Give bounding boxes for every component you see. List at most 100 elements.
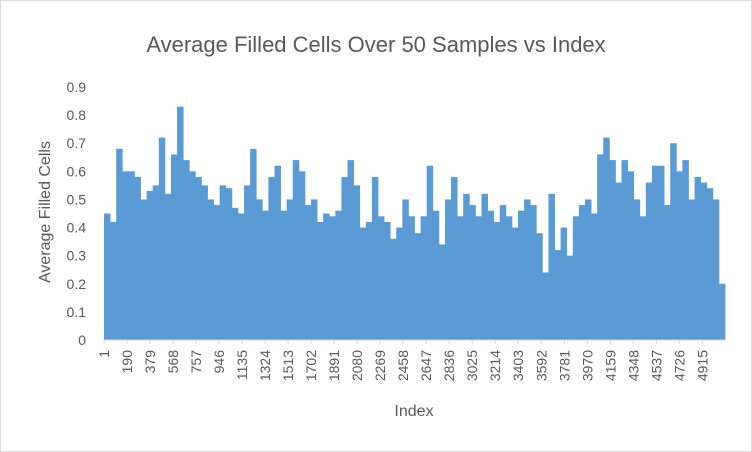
bar bbox=[615, 182, 622, 340]
x-tick-label: 3403 bbox=[510, 350, 526, 381]
bar bbox=[359, 227, 367, 340]
x-tick-label: 1891 bbox=[326, 350, 342, 381]
bar bbox=[286, 199, 294, 340]
x-tick-label: 3592 bbox=[533, 350, 549, 381]
bar bbox=[207, 199, 214, 340]
bar bbox=[414, 233, 421, 340]
bar bbox=[390, 238, 397, 340]
bar bbox=[481, 193, 488, 340]
bar bbox=[627, 171, 635, 340]
bar bbox=[323, 213, 330, 340]
bar bbox=[426, 165, 434, 340]
bar bbox=[591, 213, 598, 340]
bar bbox=[158, 137, 166, 340]
bar bbox=[140, 199, 148, 340]
bar bbox=[225, 188, 233, 340]
x-tick-label: 2647 bbox=[418, 350, 434, 381]
bar bbox=[116, 148, 123, 340]
bar bbox=[670, 143, 677, 340]
bar bbox=[122, 171, 129, 340]
bar bbox=[177, 106, 184, 340]
x-tick-label: 946 bbox=[211, 350, 227, 374]
bar bbox=[146, 191, 154, 340]
bar bbox=[371, 176, 379, 340]
y-tick-label: 0.6 bbox=[67, 163, 87, 179]
bar bbox=[664, 205, 671, 340]
bar bbox=[256, 199, 263, 340]
bar bbox=[694, 176, 702, 340]
bar bbox=[566, 255, 574, 340]
bar bbox=[298, 171, 306, 340]
x-tick-label: 2458 bbox=[395, 350, 411, 381]
x-tick-label: 379 bbox=[142, 350, 158, 374]
bar bbox=[213, 205, 221, 340]
bar bbox=[335, 210, 342, 340]
y-axis-label: Average Filled Cells bbox=[37, 141, 54, 283]
x-tick-label: 3025 bbox=[464, 350, 480, 381]
bar bbox=[104, 213, 111, 340]
bar bbox=[712, 199, 720, 340]
bar bbox=[170, 154, 178, 340]
bar bbox=[475, 216, 482, 340]
bar bbox=[651, 165, 659, 340]
bar bbox=[292, 160, 300, 340]
y-tick-label: 0.3 bbox=[67, 248, 87, 264]
bar bbox=[420, 216, 428, 340]
y-tick-label: 0.8 bbox=[67, 107, 87, 123]
x-tick-label: 3970 bbox=[579, 350, 595, 381]
x-tick-label: 4348 bbox=[625, 350, 641, 381]
bar bbox=[128, 171, 135, 340]
bar bbox=[451, 176, 458, 340]
bar bbox=[353, 185, 361, 340]
bar bbox=[688, 199, 695, 340]
bar bbox=[554, 250, 562, 340]
bar bbox=[408, 216, 415, 340]
x-tick-label: 190 bbox=[119, 350, 135, 374]
y-tick-label: 0 bbox=[78, 332, 86, 348]
bar bbox=[329, 216, 336, 340]
bar bbox=[469, 205, 476, 340]
bar bbox=[274, 165, 281, 340]
bar bbox=[560, 227, 568, 340]
y-tick-label: 0.9 bbox=[67, 79, 87, 95]
bar bbox=[633, 199, 641, 340]
bar bbox=[164, 193, 172, 340]
bar bbox=[237, 213, 245, 340]
bar bbox=[304, 205, 312, 340]
x-tick-label: 4726 bbox=[671, 350, 687, 381]
bar bbox=[280, 210, 288, 340]
bar bbox=[189, 171, 196, 340]
chart-title: Average Filled Cells Over 50 Samples vs … bbox=[146, 32, 605, 57]
x-axis-label: Index bbox=[394, 403, 433, 420]
bar bbox=[250, 148, 257, 340]
bar bbox=[530, 205, 537, 340]
x-tick-label: 568 bbox=[165, 350, 181, 374]
bar bbox=[518, 210, 525, 340]
bar bbox=[231, 207, 239, 340]
x-tick-label: 4537 bbox=[648, 350, 664, 381]
bar bbox=[487, 210, 495, 340]
y-tick-label: 0.1 bbox=[67, 304, 87, 320]
bar bbox=[524, 199, 531, 340]
x-tick-label: 1324 bbox=[257, 350, 273, 381]
bar bbox=[603, 137, 610, 340]
bar bbox=[463, 193, 470, 340]
bar bbox=[572, 216, 580, 340]
bar bbox=[317, 221, 324, 340]
x-tick-label: 2836 bbox=[441, 350, 457, 381]
x-tick-label: 1513 bbox=[280, 350, 296, 381]
bar bbox=[499, 205, 507, 340]
x-tick-label: 2269 bbox=[372, 350, 388, 381]
bar bbox=[639, 216, 647, 340]
bar bbox=[311, 199, 318, 340]
bar bbox=[457, 216, 464, 340]
bar bbox=[493, 221, 501, 340]
bar bbox=[341, 176, 348, 340]
x-tick-label: 1 bbox=[96, 350, 112, 358]
bar bbox=[110, 221, 117, 340]
bar bbox=[444, 199, 452, 340]
x-tick-label: 4915 bbox=[694, 350, 710, 381]
bar bbox=[682, 160, 689, 340]
bar bbox=[658, 165, 665, 340]
